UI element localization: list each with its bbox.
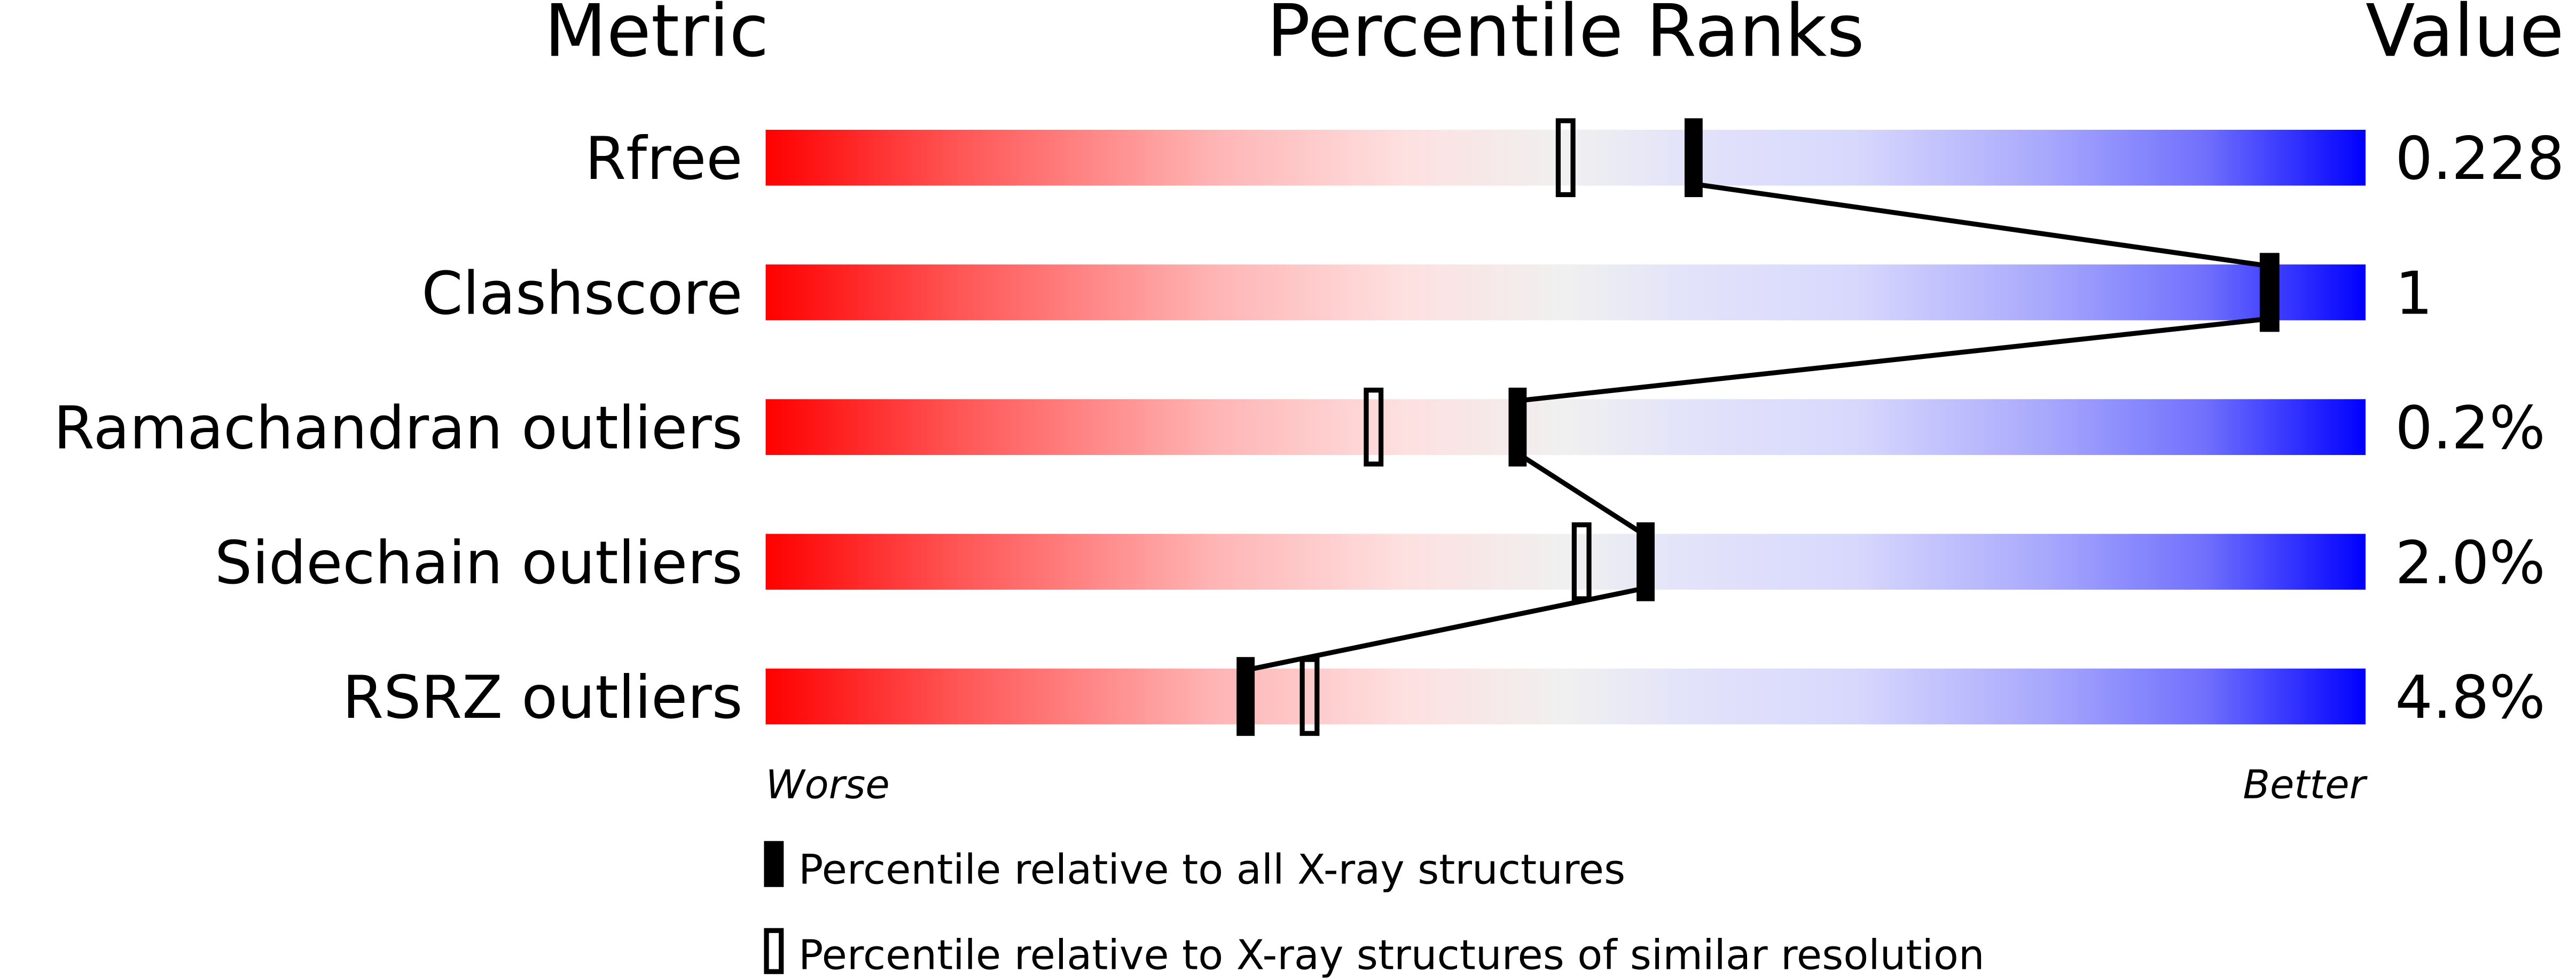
metric-value: 2.0% xyxy=(2395,529,2545,598)
metric-label: Ramachandran outliers xyxy=(53,394,742,463)
percentile-bar xyxy=(765,264,2366,320)
legend-open-marker xyxy=(764,928,784,974)
metric-value: 0.228 xyxy=(2395,124,2564,193)
header-value: Value xyxy=(2366,0,2564,73)
percentile-bar xyxy=(765,668,2366,725)
metric-value: 1 xyxy=(2395,259,2432,328)
connector-line xyxy=(1517,316,2270,404)
metric-value: 0.2% xyxy=(2395,394,2545,463)
connector-line xyxy=(1693,181,2270,269)
connector-line xyxy=(1245,585,1646,673)
metric-label: Sidechain outliers xyxy=(215,529,743,598)
legend-open-label: Percentile relative to X-ray structures … xyxy=(798,932,1985,979)
connector-line xyxy=(1516,451,1647,538)
metric-value: 4.8% xyxy=(2395,663,2545,732)
metric-label: Rfree xyxy=(585,124,742,193)
metric-label: RSRZ outliers xyxy=(342,663,742,732)
legend-filled-label: Percentile relative to all X-ray structu… xyxy=(798,847,1625,894)
similar-resolution-marker xyxy=(1555,118,1576,198)
axis-worse-label: Worse xyxy=(765,762,889,808)
legend-filled-marker xyxy=(764,841,784,887)
percentile-bar xyxy=(765,399,2366,455)
header-percentile: Percentile Ranks xyxy=(1267,0,1865,73)
percentile-bar xyxy=(765,534,2366,590)
metric-label: Clashscore xyxy=(421,259,742,328)
similar-resolution-marker xyxy=(1364,387,1384,467)
header-metric: Metric xyxy=(544,0,769,73)
axis-better-label: Better xyxy=(2243,762,2368,808)
percentile-bar xyxy=(765,129,2366,186)
